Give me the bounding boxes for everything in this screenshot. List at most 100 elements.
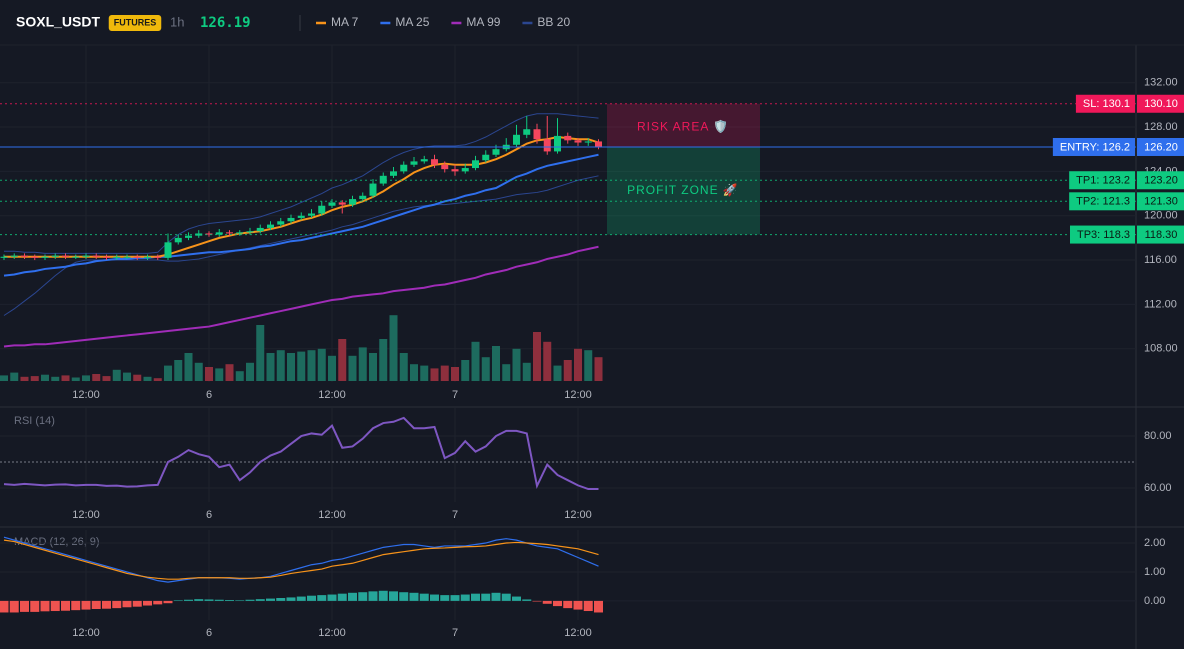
- volume-bar: [215, 368, 224, 381]
- histogram-bar: [9, 600, 19, 613]
- y-tick-label: 132.00: [1144, 77, 1178, 89]
- badge-bg: [108, 15, 162, 31]
- histogram-bar: [307, 595, 316, 601]
- histogram-bar: [122, 600, 132, 608]
- candle-body: [369, 183, 377, 196]
- candle-body: [21, 255, 28, 257]
- volume-bar: [276, 350, 285, 381]
- histogram-bar: [481, 593, 491, 601]
- volume-bar: [256, 325, 265, 381]
- indicator-line: [4, 113, 599, 254]
- x-tick-label: 12:00: [318, 389, 346, 401]
- candle-body: [113, 256, 121, 258]
- zone: [607, 103, 760, 147]
- volume-bar: [338, 339, 347, 381]
- y-tick-label: 0.00: [1144, 595, 1165, 607]
- histogram-bar: [501, 593, 511, 601]
- histogram-bar: [91, 600, 101, 610]
- histogram-bar: [286, 597, 296, 601]
- zone-label: RISK AREA 🛡️: [637, 120, 729, 134]
- volume-bar: [307, 350, 316, 381]
- candle-body: [379, 175, 387, 184]
- candle-body: [41, 256, 49, 258]
- histogram-bar: [358, 592, 368, 601]
- volume-bar: [194, 362, 203, 381]
- level-price-bg: [1137, 171, 1184, 190]
- level-name: ENTRY: 126.2: [1060, 141, 1130, 153]
- histogram-bar: [255, 599, 265, 601]
- histogram-bar: [563, 600, 573, 609]
- level-name: TP2: 121.3: [1076, 196, 1130, 208]
- candle-body: [523, 129, 531, 135]
- candle-body: [574, 140, 582, 143]
- volume-bar: [20, 376, 29, 381]
- volume-bar: [594, 357, 603, 381]
- volume-bar: [112, 369, 121, 381]
- x-tick-label: 12:00: [72, 389, 100, 401]
- y-tick-label: 108.00: [1144, 343, 1178, 355]
- histogram-bar: [460, 594, 470, 601]
- candle-body: [277, 221, 285, 225]
- candle-body: [0, 256, 8, 258]
- candle-body: [400, 164, 408, 172]
- histogram-bar: [30, 600, 40, 612]
- candle-body: [256, 227, 264, 232]
- candle-body: [72, 256, 80, 258]
- level-price: 130.10: [1144, 98, 1178, 110]
- histogram-bar: [594, 600, 603, 613]
- level-price-bg: [1137, 225, 1184, 244]
- volume-bar: [584, 350, 593, 381]
- volume-bar: [153, 378, 162, 381]
- pane-title: RSI (14): [14, 415, 55, 427]
- x-tick-label: 12:00: [72, 509, 100, 521]
- candle-body: [554, 135, 561, 152]
- y-tick-label: 80.00: [1144, 430, 1172, 442]
- level-name-bg: [1069, 171, 1135, 190]
- volume-bar: [61, 375, 70, 381]
- histogram-bar: [276, 598, 286, 601]
- x-tick-label: 12:00: [318, 627, 346, 639]
- volume-bar: [10, 372, 19, 381]
- volume-bar: [51, 376, 60, 381]
- candle-body: [390, 171, 397, 176]
- candle-body: [144, 256, 151, 258]
- histogram-bar: [512, 596, 521, 601]
- y-tick-label: 2.00: [1144, 537, 1165, 549]
- histogram-bar: [50, 600, 60, 612]
- volume-bar: [184, 353, 193, 381]
- y-tick-label: 60.00: [1144, 482, 1172, 494]
- candle-body: [103, 256, 110, 258]
- volume-bar: [102, 376, 111, 381]
- candle-body: [185, 235, 192, 238]
- candle-body: [328, 202, 336, 206]
- x-tick-label: 6: [206, 627, 212, 639]
- candle-body: [431, 159, 438, 165]
- candle-body: [215, 232, 223, 235]
- pane-title: MACD (12, 26, 9): [14, 536, 100, 548]
- histogram-bar: [112, 600, 122, 609]
- candle-body: [318, 205, 326, 214]
- histogram-bar: [225, 600, 234, 601]
- candle-body: [472, 160, 479, 169]
- histogram-bar: [184, 599, 193, 601]
- x-tick-label: 7: [452, 627, 458, 639]
- histogram-bar: [61, 600, 70, 611]
- histogram-bar: [81, 600, 91, 610]
- x-tick-label: 7: [452, 389, 458, 401]
- volume-bar: [143, 376, 152, 381]
- volume-bar: [440, 365, 449, 381]
- volume-bar: [420, 365, 429, 381]
- volume-bar: [574, 348, 582, 381]
- x-tick-label: 12:00: [72, 627, 100, 639]
- legend-label: MA 25: [395, 15, 429, 29]
- volume-bar: [492, 346, 500, 381]
- histogram-bar: [214, 599, 224, 601]
- volume-bar: [522, 362, 531, 381]
- histogram-bar: [163, 600, 173, 604]
- level-price: 118.30: [1145, 229, 1178, 241]
- candle-body: [174, 237, 182, 243]
- level-name: SL: 130.1: [1083, 98, 1130, 110]
- histogram-bar: [153, 600, 163, 605]
- candle-body: [308, 213, 315, 216]
- level-name: TP3: 118.3: [1077, 229, 1130, 241]
